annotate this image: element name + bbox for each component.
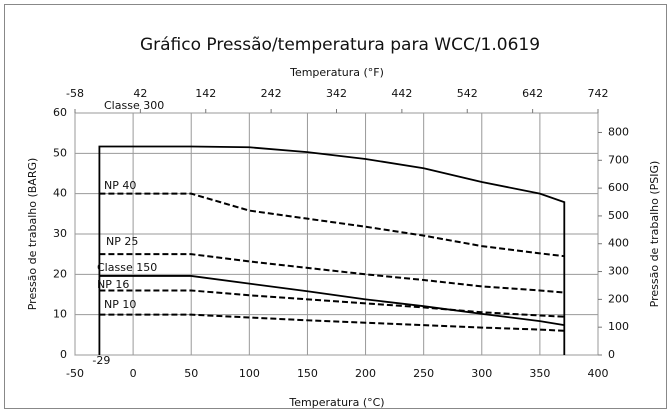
y2-tick-label: 600 — [608, 181, 629, 194]
x-axis-label: Temperatura (°C) — [288, 396, 384, 409]
x-tick-label: 350 — [529, 367, 550, 380]
x2-axis-label: Temperatura (°F) — [289, 66, 384, 79]
series-line — [99, 275, 565, 327]
x2-tick-label: 342 — [326, 87, 347, 100]
y2-axis-label: Pressão de trabalho (PSIG) — [648, 161, 661, 308]
x-tick-label: 400 — [588, 367, 609, 380]
y2-tick-label: 500 — [608, 209, 629, 222]
y2-tick-label: 300 — [608, 265, 629, 278]
series-label: Classe 300 — [104, 99, 164, 112]
y2-tick-label: 100 — [608, 320, 629, 333]
x-tick-label: 250 — [413, 367, 434, 380]
annotation: -29 — [92, 354, 110, 367]
series-line — [99, 289, 565, 318]
x2-tick-label: 742 — [588, 87, 609, 100]
series-line — [99, 192, 565, 258]
y2-tick-label: 800 — [608, 125, 629, 138]
series-label: NP 16 — [97, 278, 129, 291]
x2-tick-label: 142 — [195, 87, 216, 100]
series-label: NP 40 — [104, 179, 136, 192]
series-line — [99, 253, 565, 294]
x2-tick-label: 642 — [522, 87, 543, 100]
y2-tick-label: 400 — [608, 237, 629, 250]
y-tick-label: 10 — [53, 308, 67, 321]
y2-tick-label: 700 — [608, 153, 629, 166]
y-tick-label: 60 — [53, 106, 67, 119]
x-tick-label: 200 — [355, 367, 376, 380]
x-tick-label: 0 — [130, 367, 137, 380]
series-line — [98, 145, 566, 355]
y-tick-label: 0 — [60, 348, 67, 361]
y-tick-label: 30 — [53, 227, 67, 240]
y2-tick-label: 200 — [608, 292, 629, 305]
x2-tick-label: 242 — [261, 87, 282, 100]
x-tick-label: 150 — [297, 367, 318, 380]
x2-tick-label: 42 — [133, 87, 147, 100]
y-tick-label: 20 — [53, 267, 67, 280]
y-axis-label: Pressão de trabalho (BARG) — [26, 158, 39, 311]
x-tick-label: 300 — [471, 367, 492, 380]
series-label: NP 25 — [106, 235, 138, 248]
series-line — [99, 313, 565, 332]
frame — [4, 4, 667, 409]
series-label: Classe 150 — [97, 261, 157, 274]
x-tick-label: 100 — [239, 367, 260, 380]
x2-tick-label: 442 — [391, 87, 412, 100]
x2-tick-label: -58 — [66, 87, 84, 100]
y2-tick-label: 0 — [608, 348, 615, 361]
chart-title: Gráfico Pressão/temperatura para WCC/1.0… — [140, 35, 540, 55]
x2-tick-label: 542 — [457, 87, 478, 100]
y-tick-label: 50 — [53, 146, 67, 159]
series-label: NP 10 — [104, 298, 136, 311]
x-tick-label: -50 — [66, 367, 84, 380]
x-tick-label: 50 — [184, 367, 198, 380]
y-tick-label: 40 — [53, 187, 67, 200]
